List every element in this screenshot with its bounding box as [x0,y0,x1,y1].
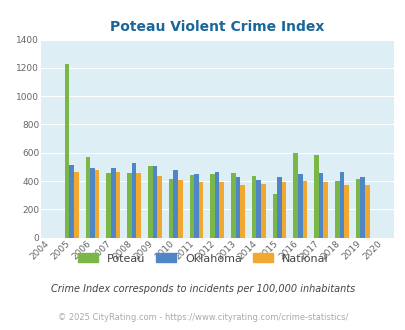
Bar [152,166,157,238]
Bar [334,181,339,238]
Text: Crime Index corresponds to incidents per 100,000 inhabitants: Crime Index corresponds to incidents per… [51,284,354,294]
Bar [136,173,141,238]
Bar [297,174,302,238]
Bar [364,184,369,238]
Bar [198,182,203,238]
Bar [173,170,177,238]
Bar [230,173,235,238]
Bar [69,165,74,238]
Bar [293,153,297,238]
Bar [189,175,194,238]
Bar [281,182,286,238]
Bar [132,163,136,238]
Title: Poteau Violent Crime Index: Poteau Violent Crime Index [110,20,324,34]
Bar [277,178,281,238]
Bar [251,176,256,238]
Bar [343,184,348,238]
Bar [115,172,120,238]
Bar [90,168,95,238]
Legend: Poteau, Oklahoma, National: Poteau, Oklahoma, National [74,250,331,267]
Bar [260,184,265,238]
Bar [302,181,307,238]
Bar [127,173,132,238]
Bar [111,168,115,238]
Bar [323,182,327,238]
Bar [256,180,260,238]
Bar [339,172,343,238]
Bar [148,166,152,238]
Bar [240,185,244,238]
Bar [85,157,90,238]
Bar [318,173,323,238]
Bar [74,172,79,238]
Text: © 2025 CityRating.com - https://www.cityrating.com/crime-statistics/: © 2025 CityRating.com - https://www.city… [58,313,347,322]
Bar [360,177,364,238]
Bar [177,180,182,238]
Bar [157,176,161,238]
Bar [219,182,224,238]
Bar [313,155,318,238]
Bar [194,174,198,238]
Bar [355,179,360,238]
Bar [106,173,111,238]
Bar [210,174,214,238]
Bar [235,177,240,238]
Bar [168,179,173,238]
Bar [95,170,99,238]
Bar [272,194,277,238]
Bar [65,64,69,238]
Bar [214,172,219,238]
